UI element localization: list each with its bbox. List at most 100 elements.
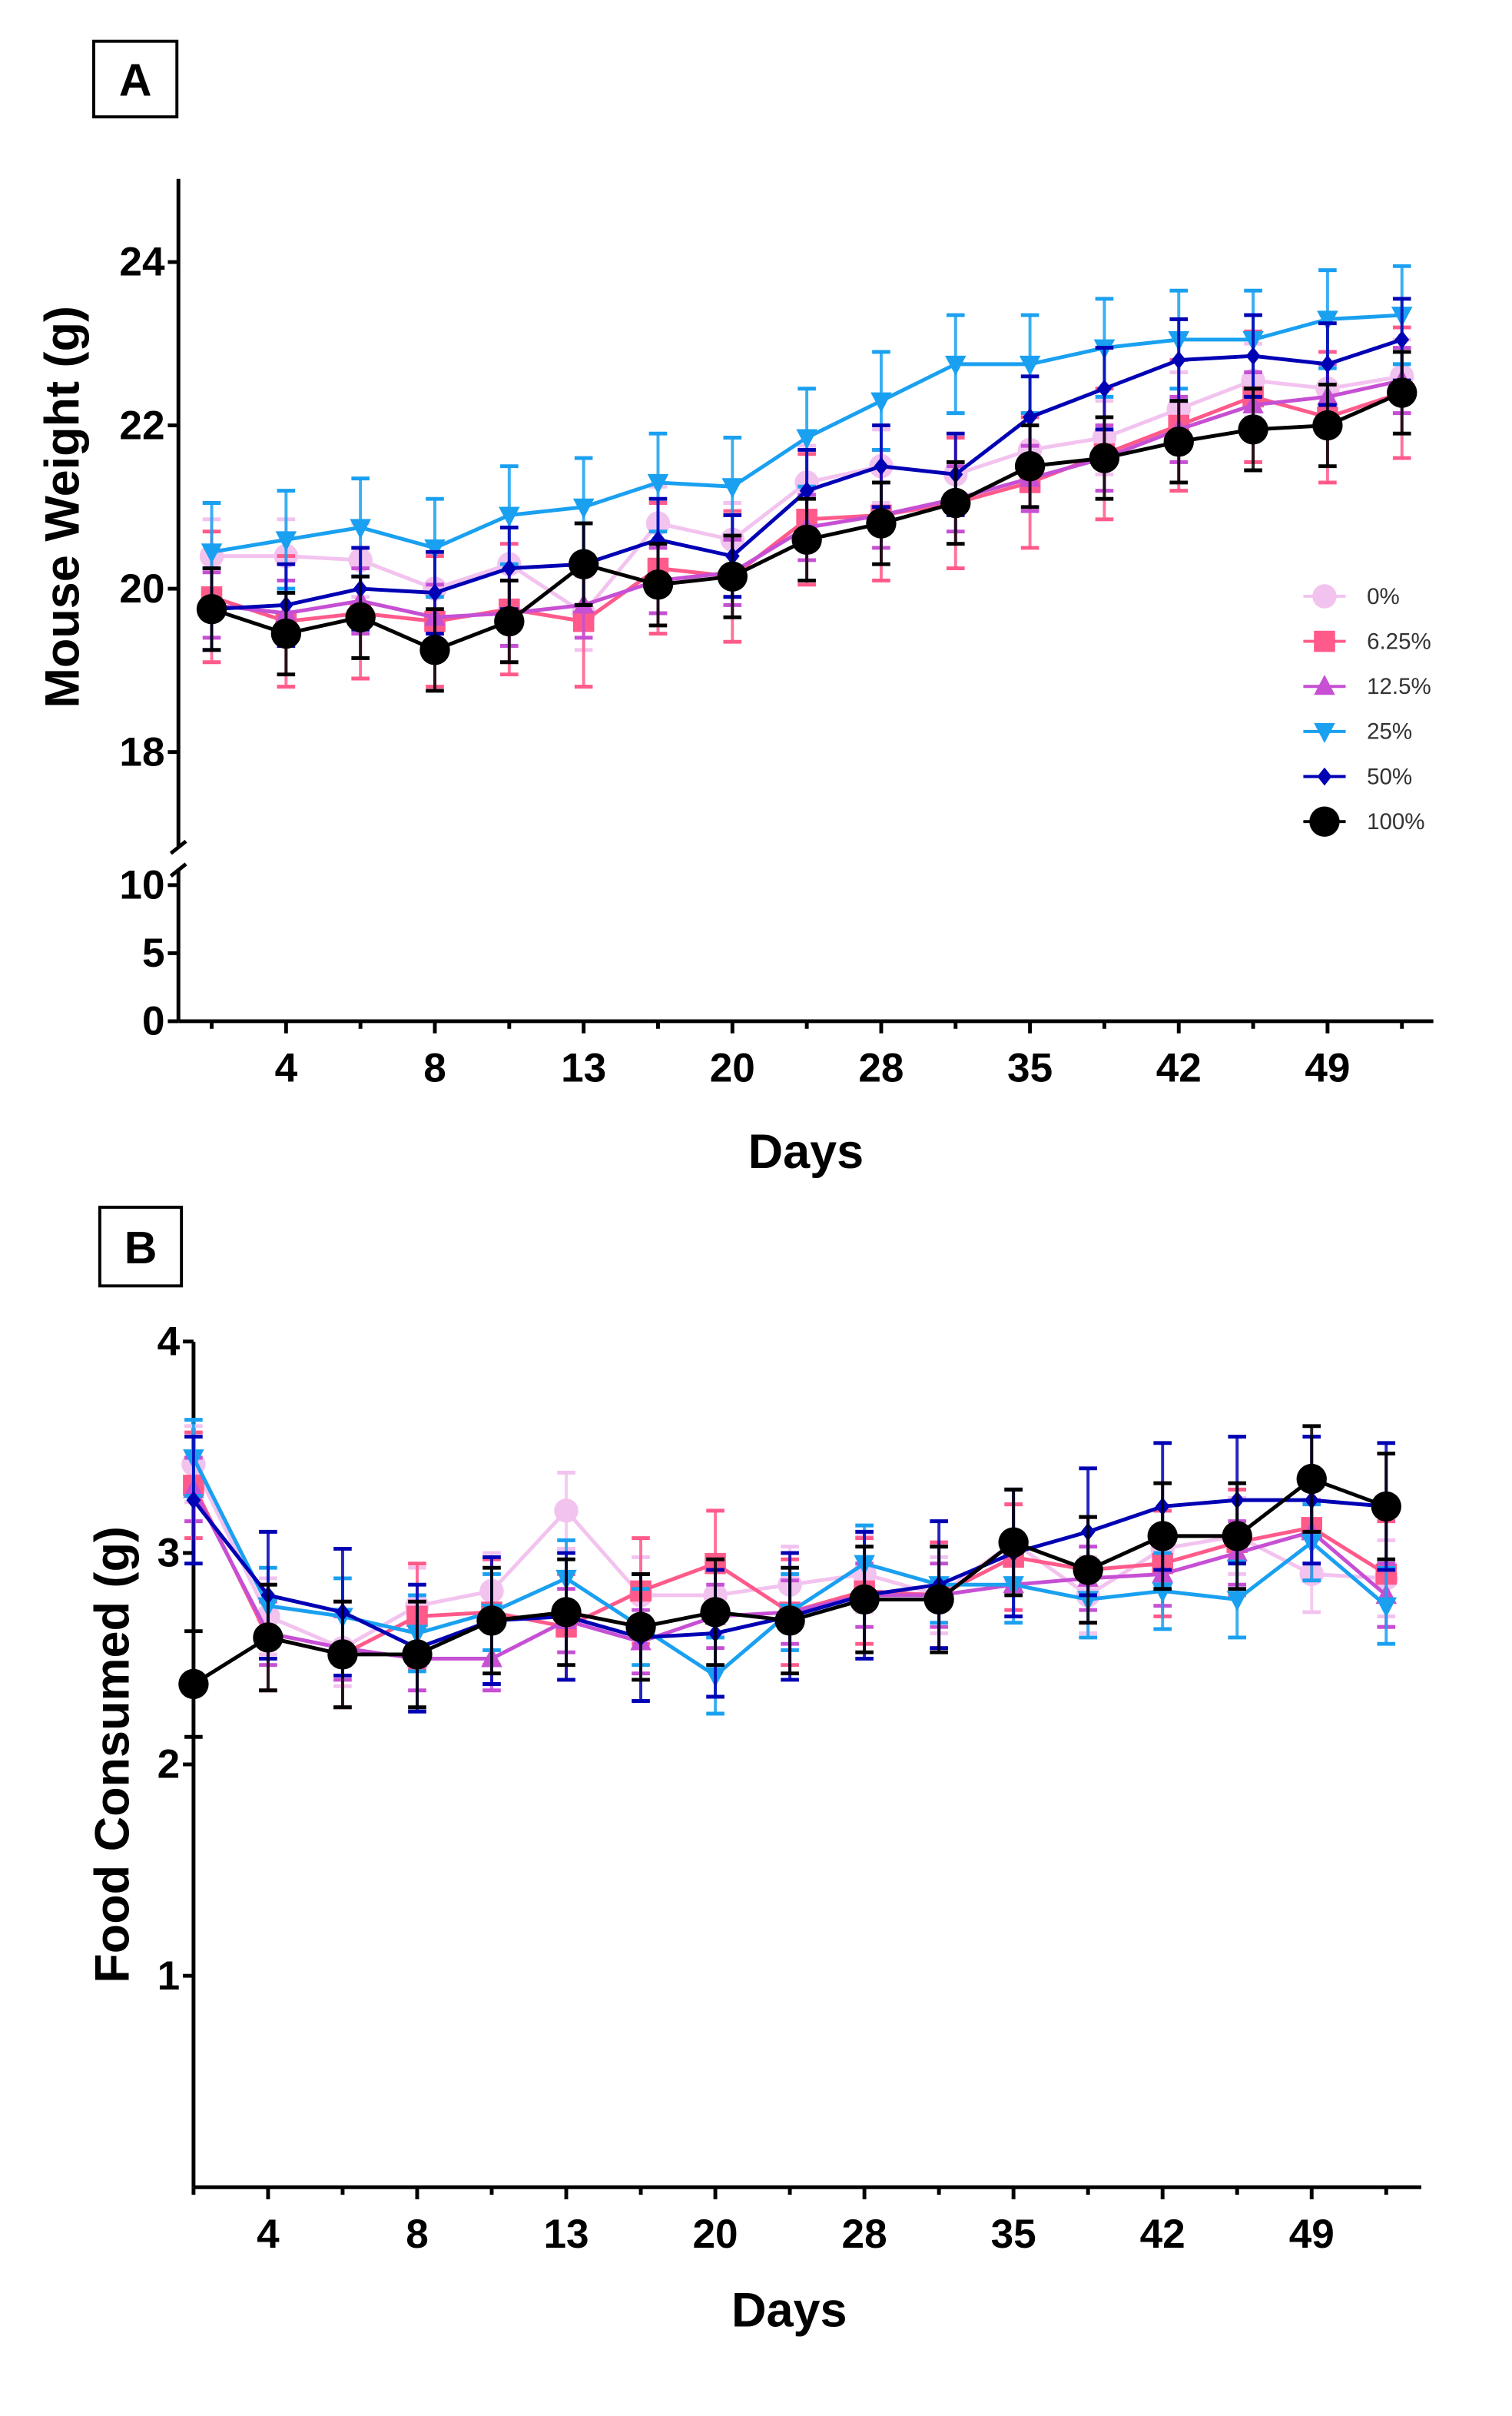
data-point xyxy=(799,481,814,500)
data-point xyxy=(1222,1521,1252,1551)
y-tick-label: 10 xyxy=(119,863,164,908)
data-point xyxy=(1096,379,1112,398)
data-point xyxy=(568,549,599,579)
data-point xyxy=(998,1527,1029,1558)
data-point xyxy=(1296,1463,1327,1495)
x-tick-label: 28 xyxy=(858,1046,904,1091)
data-point xyxy=(350,519,371,539)
data-point xyxy=(178,1668,209,1700)
y-tick-label: 22 xyxy=(119,403,164,448)
data-point xyxy=(1371,1491,1401,1522)
data-point xyxy=(1089,443,1120,473)
data-point xyxy=(647,473,669,495)
panel-b-label-box xyxy=(98,1206,184,1288)
data-point xyxy=(940,487,971,519)
data-point xyxy=(275,531,297,552)
data-point xyxy=(1317,310,1338,331)
series-50pct xyxy=(202,297,1411,652)
y-tick-label: 4 xyxy=(158,1319,181,1364)
data-point xyxy=(849,1584,880,1615)
data-point xyxy=(1387,377,1418,408)
data-point xyxy=(502,559,517,578)
data-point xyxy=(494,606,525,637)
data-point xyxy=(499,506,520,527)
data-point xyxy=(476,1605,507,1636)
data-point xyxy=(186,1491,201,1509)
plot-a: 24 22 20 18 10 5 0 4 8 13 20 28 35 42 49 xyxy=(119,178,1434,1091)
data-point xyxy=(642,569,674,600)
data-point xyxy=(625,1611,656,1642)
legend-label: 25% xyxy=(1367,719,1412,745)
data-point xyxy=(945,355,967,377)
y-tick-label: 0 xyxy=(142,999,165,1044)
data-point xyxy=(1375,1597,1398,1618)
x-tick-label: 4 xyxy=(257,2212,280,2257)
x-tick-label: 8 xyxy=(406,2212,429,2257)
data-point xyxy=(1238,414,1268,445)
data-point xyxy=(774,1605,805,1636)
legend-label: 12.5% xyxy=(1367,674,1431,699)
x-tick-label: 13 xyxy=(561,1046,606,1091)
plot-b: 1 2 3 4 4 8 13 20 28 35 42 49 xyxy=(158,1319,1421,2257)
data-point xyxy=(1394,330,1410,349)
data-point xyxy=(1245,347,1261,366)
x-tick-label: 42 xyxy=(1156,1046,1202,1091)
data-point xyxy=(1019,355,1041,377)
data-point xyxy=(1163,426,1194,457)
x-tick-label: 20 xyxy=(693,2212,738,2257)
data-point xyxy=(1073,1555,1103,1585)
data-point xyxy=(327,1639,358,1670)
data-point xyxy=(572,498,595,519)
data-point xyxy=(796,429,817,450)
y-tick-label: 1 xyxy=(158,1953,181,1999)
data-point xyxy=(253,1622,284,1653)
x-tick-label: 4 xyxy=(275,1046,298,1091)
x-tick-label: 35 xyxy=(991,2212,1036,2257)
data-point xyxy=(1171,350,1186,370)
y-tick-label: 2 xyxy=(158,1742,181,1787)
legend-marker xyxy=(1314,630,1335,652)
y-tick-label: 5 xyxy=(142,931,165,976)
data-point xyxy=(700,1597,731,1628)
panel-a: A 24 22 20 18 10 5 0 4 8 13 20 28 35 42 49 Days Mouse … xyxy=(35,39,1434,1179)
data-point xyxy=(1147,1521,1178,1551)
series-100pct xyxy=(178,1424,1401,1739)
data-point xyxy=(419,635,450,665)
panel-b: B 1 2 3 4 4 8 13 20 28 35 42 49 Days Food Consumed … xyxy=(85,1206,1421,2337)
x-tick-label: 49 xyxy=(1289,2212,1335,2257)
data-point xyxy=(717,561,748,592)
x-tick-label: 35 xyxy=(1007,1046,1053,1091)
series-100pct xyxy=(196,350,1418,693)
data-point xyxy=(551,1597,582,1628)
x-tick-label: 42 xyxy=(1140,2212,1185,2257)
data-point xyxy=(196,593,227,625)
legend-label: 100% xyxy=(1367,809,1425,835)
y-axis-label-b: Food Consumed (g) xyxy=(85,1526,139,1983)
legend-marker xyxy=(1312,584,1337,609)
data-point xyxy=(201,543,223,564)
legend-marker xyxy=(1317,767,1332,786)
y-axis-label-a: Mouse Weight (g) xyxy=(35,306,89,709)
x-axis-label-b: Days xyxy=(731,2283,847,2337)
x-tick-label: 20 xyxy=(710,1046,755,1091)
data-point xyxy=(345,602,376,632)
axis-break-mark xyxy=(169,862,187,878)
legend-marker xyxy=(1314,722,1335,744)
x-tick-label: 8 xyxy=(423,1046,446,1091)
data-point xyxy=(791,524,822,556)
x-axis-label-a: Days xyxy=(748,1125,864,1179)
panel-b-label: B xyxy=(124,1223,158,1273)
data-point xyxy=(424,539,446,560)
x-tick-label: 13 xyxy=(543,2212,589,2257)
data-point xyxy=(721,478,744,499)
legend: 0% 6.25% 12.5% 25% 50% 100% xyxy=(1303,584,1431,837)
data-point xyxy=(866,508,897,539)
y-tick-label: 24 xyxy=(119,240,165,285)
x-tick-label: 28 xyxy=(842,2212,887,2257)
y-tick-label: 3 xyxy=(158,1531,181,1576)
panel-a-label: A xyxy=(119,55,152,106)
data-point xyxy=(402,1639,433,1670)
data-point xyxy=(1312,410,1343,441)
data-point xyxy=(554,1498,579,1523)
data-point xyxy=(1226,1591,1248,1611)
